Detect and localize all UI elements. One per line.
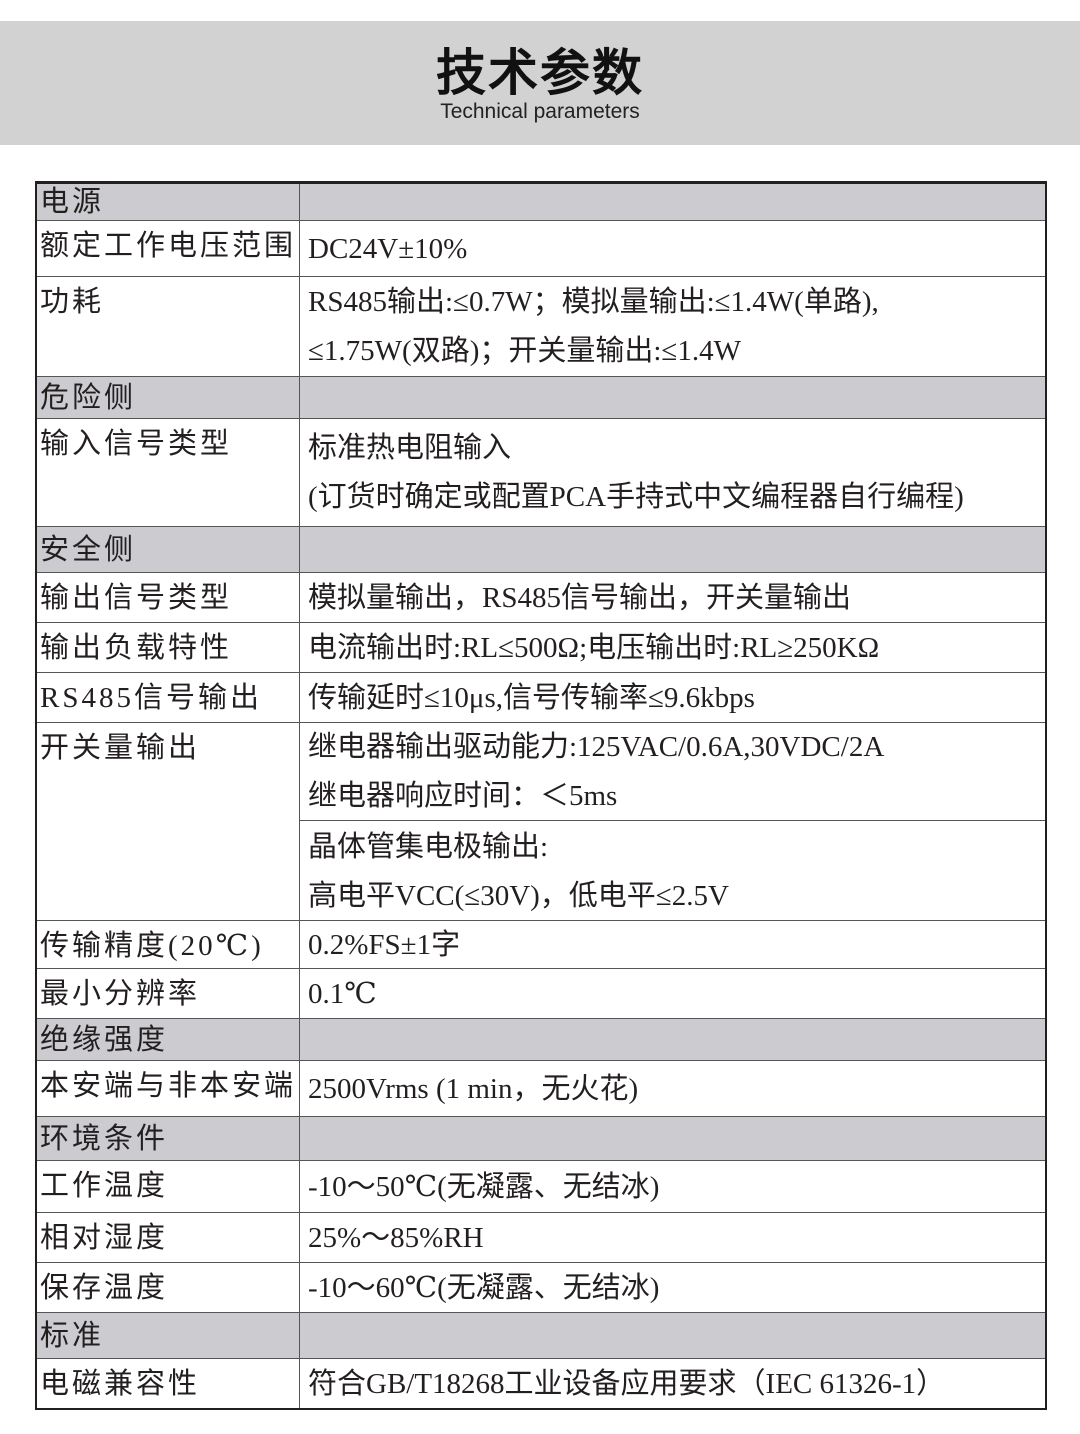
value-line: 晶体管集电极输出: xyxy=(308,830,549,863)
value-group: 0.2%FS±1字 xyxy=(300,921,1045,968)
param-value: -10～50℃(无凝露、无结冰) xyxy=(300,1161,1045,1212)
value-group: DC24V±10% xyxy=(300,221,1045,276)
param-label: 传输精度(20℃) xyxy=(37,921,300,968)
section-row: 标准 xyxy=(37,1312,1045,1358)
value-line: ≤1.75W(双路)；开关量输出:≤1.4W xyxy=(308,335,741,367)
value-line: 0.1℃ xyxy=(308,977,377,1010)
section-row: 电源 xyxy=(37,184,1045,220)
value-line: 25%～85%RH xyxy=(308,1221,484,1254)
table-row: 保存温度 -10～60℃(无凝露、无结冰) xyxy=(37,1262,1045,1312)
section-row: 安全侧 xyxy=(37,526,1045,572)
param-value: 继电器输出驱动能力:125VAC/0.6A,30VDC/2A 继电器响应时间：＜5… xyxy=(300,723,1045,920)
section-row: 环境条件 xyxy=(37,1116,1045,1160)
page-subtitle: Technical parameters xyxy=(440,100,640,123)
value-line: 符合GB/T18268工业设备应用要求（IEC 61326-1） xyxy=(308,1367,946,1400)
param-label: 输入信号类型 xyxy=(37,419,300,526)
table-row: 相对湿度 25%～85%RH xyxy=(37,1212,1045,1262)
param-value: 0.2%FS±1字 xyxy=(300,921,1045,968)
param-value: 0.1℃ xyxy=(300,969,1045,1018)
value-line: -10～60℃(无凝露、无结冰) xyxy=(308,1271,660,1304)
section-label: 危险侧 xyxy=(37,377,300,418)
value-line: 电流输出时:RL≤500Ω;电压输出时:RL≥250KΩ xyxy=(308,631,880,664)
value-group: 传输延时≤10μs,信号传输率≤9.6kbps xyxy=(300,673,1045,722)
param-value xyxy=(300,1313,1045,1358)
value-line: 模拟量输出，RS485信号输出，开关量输出 xyxy=(308,581,851,614)
param-label: 功耗 xyxy=(37,277,300,376)
param-label: 工作温度 xyxy=(37,1161,300,1212)
param-value xyxy=(300,377,1045,418)
value-group: -10～50℃(无凝露、无结冰) xyxy=(300,1161,1045,1212)
value-line: (订货时确定或配置PCA手持式中文编程器自行编程) xyxy=(308,481,964,513)
param-value xyxy=(300,527,1045,572)
value-group: 标准热电阻输入 (订货时确定或配置PCA手持式中文编程器自行编程) xyxy=(300,419,1045,526)
param-value: -10～60℃(无凝露、无结冰) xyxy=(300,1263,1045,1312)
table-row: 功耗 RS485输出:≤0.7W；模拟量输出:≤1.4W(单路), ≤1.75W(双… xyxy=(37,276,1045,376)
table-row: 最小分辨率 0.1℃ xyxy=(37,968,1045,1018)
table-row: 输出信号类型 模拟量输出，RS485信号输出，开关量输出 xyxy=(37,572,1045,622)
param-value: 传输延时≤10μs,信号传输率≤9.6kbps xyxy=(300,673,1045,722)
table-row: 传输精度(20℃) 0.2%FS±1字 xyxy=(37,920,1045,968)
section-row: 绝缘强度 xyxy=(37,1018,1045,1060)
param-label: 保存温度 xyxy=(37,1263,300,1312)
param-label: 输出信号类型 xyxy=(37,573,300,622)
param-value xyxy=(300,1117,1045,1160)
section-label: 绝缘强度 xyxy=(37,1019,300,1060)
param-label: 最小分辨率 xyxy=(37,969,300,1018)
value-group: 晶体管集电极输出: 高电平VCC(≤30V)，低电平≤2.5V xyxy=(300,820,1045,921)
section-label: 标准 xyxy=(37,1313,300,1358)
spec-table: 电源 额定工作电压范围 DC24V±10% 功耗 RS485输出:≤0.7W；模拟量输出… xyxy=(35,181,1047,1410)
table-row: 输出负载特性 电流输出时:RL≤500Ω;电压输出时:RL≥250KΩ xyxy=(37,622,1045,672)
value-group: RS485输出:≤0.7W；模拟量输出:≤1.4W(单路), ≤1.75W(双路)… xyxy=(300,277,1045,376)
value-group: 0.1℃ xyxy=(300,969,1045,1018)
table-row: RS485信号输出 传输延时≤10μs,信号传输率≤9.6kbps xyxy=(37,672,1045,722)
table-row: 开关量输出 继电器输出驱动能力:125VAC/0.6A,30VDC/2A 继电器响应… xyxy=(37,722,1045,920)
value-line: 标准热电阻输入 xyxy=(308,432,512,464)
value-line: -10～50℃(无凝露、无结冰) xyxy=(308,1170,660,1203)
param-value: RS485输出:≤0.7W；模拟量输出:≤1.4W(单路), ≤1.75W(双路)… xyxy=(300,277,1045,376)
table-row: 本安端与非本安端 2500Vrms (1 min，无火花) xyxy=(37,1060,1045,1116)
param-label: 输出负载特性 xyxy=(37,623,300,672)
section-row: 危险侧 xyxy=(37,376,1045,418)
param-value: DC24V±10% xyxy=(300,221,1045,276)
table-row: 额定工作电压范围 DC24V±10% xyxy=(37,220,1045,276)
param-label: 电磁兼容性 xyxy=(37,1359,300,1408)
value-group: -10～60℃(无凝露、无结冰) xyxy=(300,1263,1045,1312)
value-line: 继电器响应时间：＜5ms xyxy=(308,780,618,812)
param-value: 电流输出时:RL≤500Ω;电压输出时:RL≥250KΩ xyxy=(300,623,1045,672)
header-band: 技术参数 Technical parameters xyxy=(0,21,1080,145)
value-group: 模拟量输出，RS485信号输出，开关量输出 xyxy=(300,573,1045,622)
value-line: 继电器输出驱动能力:125VAC/0.6A,30VDC/2A xyxy=(308,731,885,763)
page-title: 技术参数 xyxy=(436,44,644,102)
param-value xyxy=(300,184,1045,220)
value-line: 0.2%FS±1字 xyxy=(308,929,461,961)
section-label: 安全侧 xyxy=(37,527,300,572)
param-label: 额定工作电压范围 xyxy=(37,221,300,276)
param-value xyxy=(300,1019,1045,1060)
param-label: RS485信号输出 xyxy=(37,673,300,722)
param-label: 开关量输出 xyxy=(37,723,300,920)
param-label: 相对湿度 xyxy=(37,1213,300,1262)
param-value: 2500Vrms (1 min，无火花) xyxy=(300,1061,1045,1116)
section-label: 环境条件 xyxy=(37,1117,300,1160)
table-row: 电磁兼容性 符合GB/T18268工业设备应用要求（IEC 61326-1） xyxy=(37,1358,1045,1408)
param-value: 标准热电阻输入 (订货时确定或配置PCA手持式中文编程器自行编程) xyxy=(300,419,1045,526)
value-line: 2500Vrms (1 min，无火花) xyxy=(308,1072,639,1105)
value-line: 传输延时≤10μs,信号传输率≤9.6kbps xyxy=(308,681,755,714)
param-value: 模拟量输出，RS485信号输出，开关量输出 xyxy=(300,573,1045,622)
value-group: 继电器输出驱动能力:125VAC/0.6A,30VDC/2A 继电器响应时间：＜5… xyxy=(300,723,1045,820)
value-group: 2500Vrms (1 min，无火花) xyxy=(300,1061,1045,1116)
table-row: 输入信号类型 标准热电阻输入 (订货时确定或配置PCA手持式中文编程器自行编程) xyxy=(37,418,1045,526)
param-label: 本安端与非本安端 xyxy=(37,1061,300,1116)
section-label: 电源 xyxy=(37,184,300,220)
value-group: 25%～85%RH xyxy=(300,1213,1045,1262)
value-group: 电流输出时:RL≤500Ω;电压输出时:RL≥250KΩ xyxy=(300,623,1045,672)
param-value: 符合GB/T18268工业设备应用要求（IEC 61326-1） xyxy=(300,1359,1045,1408)
value-line: 高电平VCC(≤30V)，低电平≤2.5V xyxy=(308,879,729,912)
value-line: RS485输出:≤0.7W；模拟量输出:≤1.4W(单路), xyxy=(308,286,879,318)
param-value: 25%～85%RH xyxy=(300,1213,1045,1262)
value-group: 符合GB/T18268工业设备应用要求（IEC 61326-1） xyxy=(300,1359,1045,1408)
value-line: DC24V±10% xyxy=(308,232,468,265)
table-row: 工作温度 -10～50℃(无凝露、无结冰) xyxy=(37,1160,1045,1212)
